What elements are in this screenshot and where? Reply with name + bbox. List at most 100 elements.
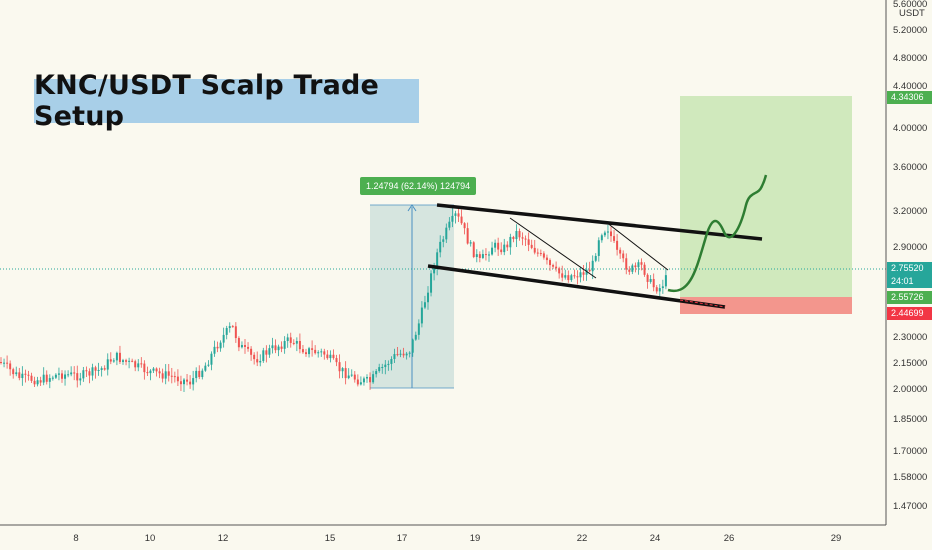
candle-body xyxy=(396,354,399,356)
candle-body xyxy=(289,337,292,343)
candle-body xyxy=(12,369,15,375)
candle-body xyxy=(33,380,36,385)
candle-body xyxy=(393,354,396,360)
candle-body xyxy=(198,370,201,378)
candle-body xyxy=(64,374,67,379)
candle-body xyxy=(555,266,558,269)
candle-body xyxy=(390,359,393,364)
candle-body xyxy=(329,354,332,359)
price-tick-label: 1.70000 xyxy=(893,446,927,457)
candle-body xyxy=(45,374,48,382)
candle-body xyxy=(613,236,616,241)
candle-body xyxy=(277,346,280,351)
candle-body xyxy=(558,268,561,274)
candle-body xyxy=(494,242,497,248)
candle-body xyxy=(628,269,631,272)
candle-body xyxy=(21,373,24,379)
candle-body xyxy=(122,360,124,362)
candle-body xyxy=(222,334,225,343)
candle-body xyxy=(250,348,253,355)
candle-body xyxy=(189,381,192,385)
candle-body xyxy=(491,247,494,255)
price-tick-label: 5.20000 xyxy=(893,25,927,36)
channel-lower-line[interactable] xyxy=(427,264,726,309)
candle-body xyxy=(161,373,164,379)
candle-body xyxy=(39,380,42,383)
candle-body xyxy=(67,374,70,376)
candle-body xyxy=(378,367,381,372)
candle-body xyxy=(341,368,344,372)
candle-body xyxy=(183,379,185,385)
target-zone[interactable] xyxy=(680,96,852,297)
candle-body xyxy=(512,236,515,240)
stop-zone[interactable] xyxy=(680,297,852,314)
price-tick-label: 3.20000 xyxy=(893,206,927,217)
candle-body xyxy=(637,262,640,268)
candle-body xyxy=(48,378,51,382)
candle-body xyxy=(603,232,606,236)
candle-body xyxy=(295,340,298,344)
candle-body xyxy=(484,254,487,256)
candle-body xyxy=(451,215,454,222)
time-axis[interactable] xyxy=(0,525,932,550)
candle-body xyxy=(82,370,85,379)
price-tick-label: 2.00000 xyxy=(893,384,927,395)
trendline-2[interactable] xyxy=(605,221,669,271)
time-tick-label: 24 xyxy=(650,533,661,544)
candle-body xyxy=(155,368,158,372)
price-tick-label: 4.80000 xyxy=(893,53,927,64)
candle-body xyxy=(274,345,277,351)
candle-body xyxy=(106,359,109,370)
candle-body xyxy=(533,247,536,253)
candle-body xyxy=(76,373,79,381)
candle-body xyxy=(619,249,622,254)
candle-body xyxy=(225,328,228,335)
candle-body xyxy=(149,370,152,374)
trendline-1[interactable] xyxy=(509,217,597,279)
candle-body xyxy=(280,346,283,349)
candle-body xyxy=(100,368,103,370)
candle-body xyxy=(552,265,555,267)
candle-body xyxy=(298,340,301,350)
candle-body xyxy=(527,239,530,245)
candle-body xyxy=(588,269,591,272)
price-tick-label: 2.30000 xyxy=(893,332,927,343)
candle-body xyxy=(545,257,548,261)
candle-body xyxy=(195,370,198,379)
candle-body xyxy=(137,363,140,368)
projected-path[interactable] xyxy=(667,174,768,293)
candle-body xyxy=(658,288,661,292)
candle-body xyxy=(381,367,384,369)
candle-body xyxy=(228,326,231,329)
price-tag-last: 2.75520 24:01 xyxy=(887,262,932,288)
candle-body xyxy=(94,367,97,371)
candle-body xyxy=(323,351,326,355)
candle-body xyxy=(387,363,390,365)
price-tick-label: 1.85000 xyxy=(893,414,927,425)
candle-body xyxy=(332,354,335,359)
candle-body xyxy=(51,377,54,379)
candle-body xyxy=(436,252,439,269)
candle-body xyxy=(469,242,472,244)
candle-body xyxy=(103,368,106,370)
candle-body xyxy=(240,345,243,348)
candle-body xyxy=(430,273,433,293)
candle-body xyxy=(649,278,652,282)
price-tag-last-countdown: 24:01 xyxy=(891,276,914,286)
candle-body xyxy=(173,376,176,378)
candle-body xyxy=(634,265,637,268)
candle-body xyxy=(36,380,39,385)
candle-body xyxy=(146,372,149,374)
candle-body xyxy=(140,363,143,365)
candle-body xyxy=(9,363,12,370)
candle-body xyxy=(131,360,134,362)
time-tick-label: 29 xyxy=(831,533,842,544)
candle-body xyxy=(366,377,368,379)
candle-body xyxy=(640,262,643,265)
candle-body xyxy=(652,278,655,288)
candle-body xyxy=(646,274,649,282)
time-tick-label: 22 xyxy=(577,533,588,544)
candle-body xyxy=(125,360,128,362)
time-tick-label: 26 xyxy=(724,533,735,544)
candle-body xyxy=(268,348,271,355)
